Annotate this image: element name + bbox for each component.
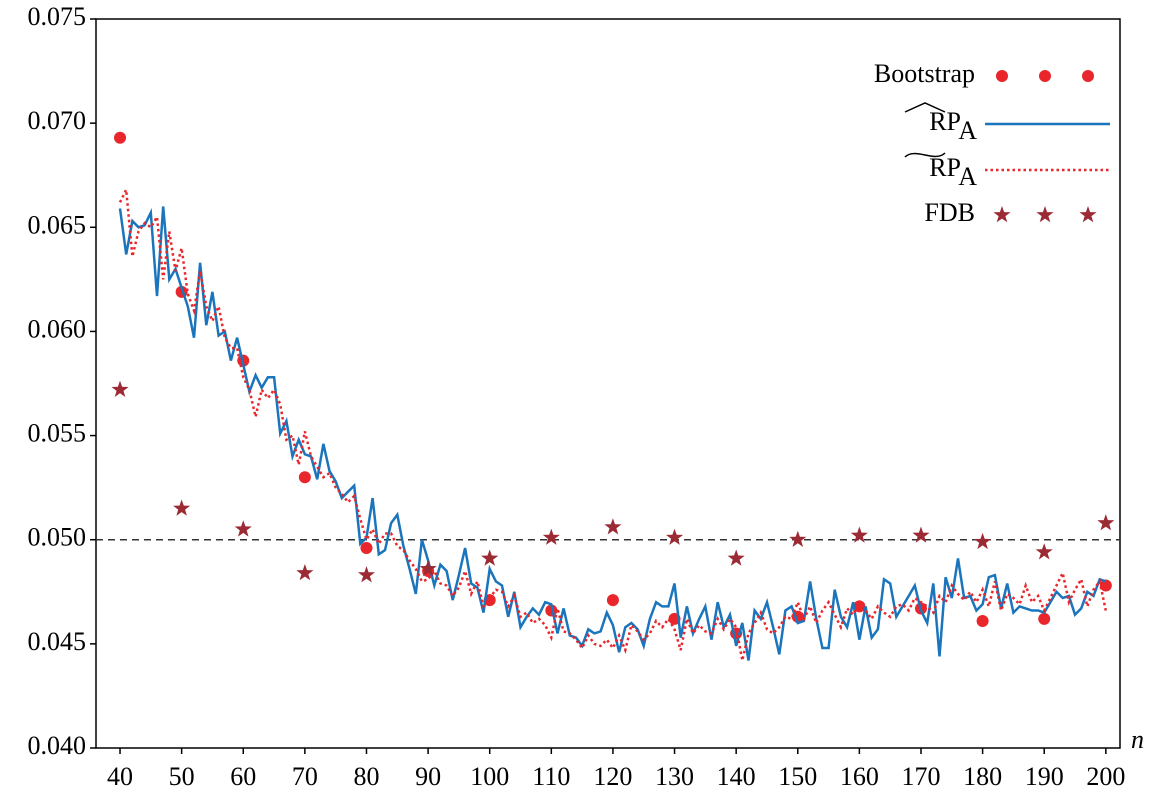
point — [298, 471, 311, 484]
y-tick-label: 0.040 — [28, 731, 87, 760]
point — [853, 600, 866, 613]
x-tick-label: 90 — [415, 762, 441, 791]
point — [173, 499, 191, 516]
legend-marker — [1079, 206, 1097, 223]
legend-marker — [1082, 70, 1094, 82]
point — [111, 380, 129, 397]
point — [976, 614, 989, 627]
y-tick-label: 0.060 — [28, 314, 87, 343]
x-tick-label: 50 — [169, 762, 195, 791]
x-tick-label: 180 — [963, 762, 1002, 791]
point — [542, 528, 560, 545]
point — [419, 559, 437, 577]
legend-accent — [904, 152, 946, 158]
legend-subscript: A — [958, 116, 977, 145]
legend-entry: RPA — [904, 152, 1110, 191]
x-tick-label: 170 — [901, 762, 940, 791]
x-tick-label: 160 — [840, 762, 879, 791]
point — [974, 532, 992, 550]
legend-label: FDB — [924, 198, 975, 227]
point — [296, 564, 314, 581]
legend-accent — [904, 102, 946, 113]
plot-frame — [95, 18, 1121, 749]
legend-marker — [993, 206, 1011, 223]
point — [481, 549, 499, 566]
point — [360, 542, 373, 555]
point — [666, 528, 684, 545]
y-tick-label: 0.055 — [28, 419, 87, 448]
x-tick-label: 130 — [655, 762, 694, 791]
x-tick-label: 140 — [717, 762, 756, 791]
legend-label: Bootstrap — [874, 59, 975, 88]
legend-label: RP — [929, 153, 961, 182]
x-tick-label: 40 — [107, 762, 133, 791]
y-tick-label: 0.050 — [28, 523, 87, 552]
series-line — [118, 185, 1108, 661]
point — [850, 526, 868, 543]
legend-entry: Bootstrap — [874, 59, 1094, 88]
point — [1097, 514, 1115, 531]
point — [357, 566, 375, 583]
point — [727, 549, 745, 566]
point — [114, 131, 127, 144]
point — [789, 530, 807, 547]
y-tick-label: 0.075 — [28, 2, 87, 31]
x-axis-label: n — [1131, 725, 1144, 754]
x-tick-label: 110 — [532, 762, 570, 791]
point — [1035, 543, 1053, 560]
x-tick-label: 100 — [470, 762, 509, 791]
point — [604, 518, 622, 535]
point — [1038, 612, 1051, 625]
y-tick-label: 0.065 — [28, 210, 87, 239]
x-tick-label: 70 — [292, 762, 318, 791]
x-tick-label: 60 — [230, 762, 256, 791]
legend-marker — [1036, 206, 1054, 223]
legend-entry: RPA — [904, 102, 1110, 145]
point — [1099, 579, 1112, 592]
legend-label: RP — [929, 107, 961, 136]
y-tick-label: 0.070 — [28, 106, 87, 135]
point — [606, 594, 619, 607]
y-tick-label: 0.045 — [28, 627, 87, 656]
legend-marker — [996, 70, 1008, 82]
legend-entry: FDB — [924, 198, 1097, 227]
x-tick-label: 200 — [1086, 762, 1125, 791]
point — [912, 526, 930, 543]
x-tick-label: 80 — [353, 762, 379, 791]
point — [234, 520, 252, 537]
legend-marker — [1039, 70, 1051, 82]
x-tick-label: 190 — [1025, 762, 1064, 791]
x-tick-label: 150 — [778, 762, 817, 791]
legend-subscript: A — [958, 162, 977, 191]
x-tick-label: 120 — [593, 762, 632, 791]
series-line — [118, 206, 1107, 661]
